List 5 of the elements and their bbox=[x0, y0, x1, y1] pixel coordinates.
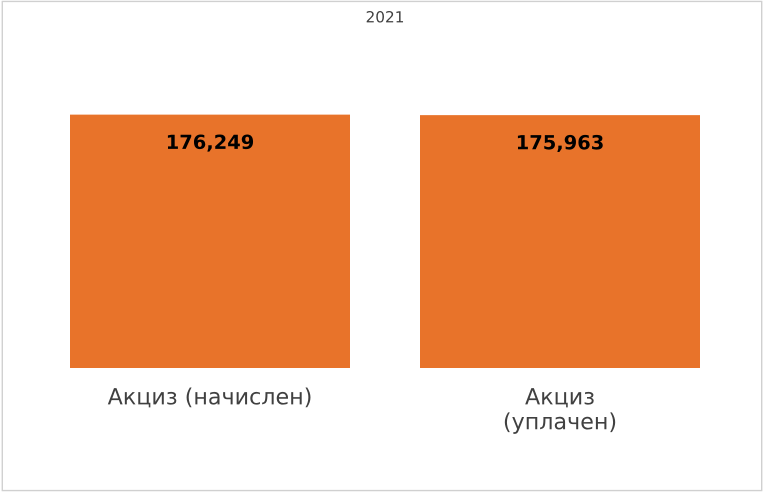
chart-title: 2021 bbox=[366, 10, 404, 23]
x-tick-label: Акциз (начислен) bbox=[108, 387, 310, 408]
x-tick-label: Акциз (уплачен) bbox=[504, 388, 616, 434]
data-label: 175,963 bbox=[518, 134, 603, 152]
data-label: 176,249 bbox=[168, 134, 254, 152]
